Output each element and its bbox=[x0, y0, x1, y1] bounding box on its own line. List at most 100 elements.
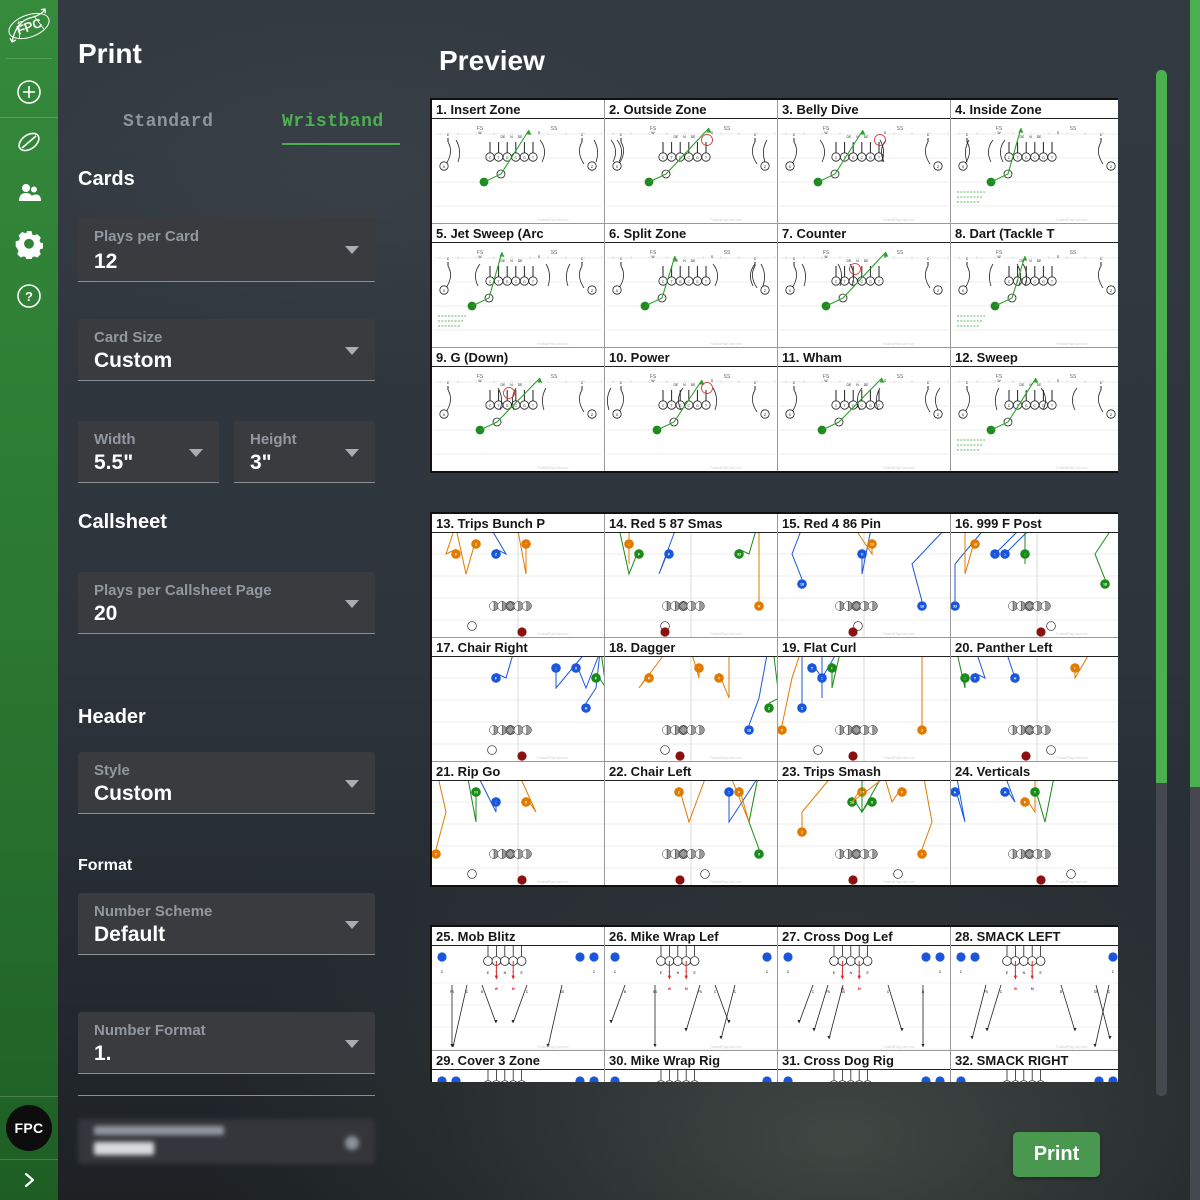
svg-text:25. Mob Blitz: 25. Mob Blitz bbox=[436, 929, 516, 944]
svg-text:N: N bbox=[510, 383, 513, 387]
svg-text:C: C bbox=[1112, 970, 1115, 974]
svg-text:30. Mike Wrap Rig: 30. Mike Wrap Rig bbox=[609, 1053, 720, 1068]
svg-text:G: G bbox=[1025, 404, 1028, 408]
svg-text:C: C bbox=[754, 133, 757, 137]
svg-text:DE: DE bbox=[847, 135, 852, 139]
svg-text:C: C bbox=[662, 280, 665, 284]
svg-text:S: S bbox=[711, 131, 714, 135]
svg-text:DE: DE bbox=[847, 383, 852, 387]
svg-text:SS: SS bbox=[724, 250, 731, 256]
svg-text:E: E bbox=[660, 971, 663, 975]
svg-text:2: 2 bbox=[801, 707, 803, 711]
svg-text:DE: DE bbox=[518, 259, 523, 263]
svg-text:C: C bbox=[860, 280, 863, 284]
svg-text:C: C bbox=[514, 280, 517, 284]
svg-text:SS: SS bbox=[724, 374, 731, 380]
svg-text:N: N bbox=[856, 259, 859, 263]
svg-text:33: 33 bbox=[953, 605, 957, 609]
svg-text:C: C bbox=[860, 156, 863, 160]
svg-text:S: S bbox=[884, 131, 887, 135]
svg-text:14. Red 5 87 Smas: 14. Red 5 87 Smas bbox=[609, 516, 722, 531]
svg-text:8. Dart (Tackle T: 8. Dart (Tackle T bbox=[955, 226, 1055, 241]
svg-text:N: N bbox=[510, 259, 513, 263]
svg-text:FootballPlayCard.com: FootballPlayCard.com bbox=[710, 218, 742, 222]
svg-text:FootballPlayCard.com: FootballPlayCard.com bbox=[1056, 1045, 1088, 1049]
svg-text:DE: DE bbox=[1020, 135, 1025, 139]
svg-text:S: S bbox=[1057, 379, 1060, 383]
svg-text:19. Flat Curl: 19. Flat Curl bbox=[782, 640, 856, 655]
svg-text:G: G bbox=[1042, 156, 1045, 160]
svg-text:3. Belly Dive: 3. Belly Dive bbox=[782, 102, 859, 117]
svg-text:C: C bbox=[793, 257, 796, 261]
svg-text:G: G bbox=[506, 404, 509, 408]
svg-text:28. SMACK LEFT: 28. SMACK LEFT bbox=[955, 929, 1061, 944]
svg-text:FootballPlayCard.com: FootballPlayCard.com bbox=[1056, 632, 1088, 636]
svg-text:SS: SS bbox=[1070, 126, 1077, 132]
svg-text:C: C bbox=[441, 970, 444, 974]
svg-text:FootballPlayCard.com: FootballPlayCard.com bbox=[710, 880, 742, 884]
svg-text:DE: DE bbox=[691, 135, 696, 139]
svg-text:B: B bbox=[481, 990, 483, 994]
svg-text:26. Mike Wrap Lef: 26. Mike Wrap Lef bbox=[609, 929, 719, 944]
svg-text:C: C bbox=[1100, 257, 1103, 261]
svg-text:C: C bbox=[620, 133, 623, 137]
svg-text:N: N bbox=[510, 135, 513, 139]
svg-text:22. Chair Left: 22. Chair Left bbox=[609, 764, 692, 779]
svg-text:18: 18 bbox=[747, 729, 751, 733]
svg-text:SS: SS bbox=[551, 374, 558, 380]
svg-text:C: C bbox=[793, 381, 796, 385]
svg-text:SS: SS bbox=[897, 126, 904, 132]
svg-text:S: S bbox=[884, 379, 887, 383]
svg-text:DE: DE bbox=[518, 135, 523, 139]
svg-text:C: C bbox=[754, 257, 757, 261]
svg-text:H: H bbox=[585, 707, 588, 711]
svg-text:FootballPlayCard.com: FootballPlayCard.com bbox=[883, 880, 915, 884]
svg-text:FootballPlayCard.com: FootballPlayCard.com bbox=[710, 756, 742, 760]
svg-text:G: G bbox=[523, 280, 526, 284]
svg-text:SS: SS bbox=[724, 126, 731, 132]
svg-text:SS: SS bbox=[1094, 990, 1098, 994]
svg-text:SS: SS bbox=[551, 126, 558, 132]
svg-text:G: G bbox=[1025, 156, 1028, 160]
svg-text:DE: DE bbox=[864, 259, 869, 263]
svg-text:N: N bbox=[1029, 259, 1032, 263]
svg-text:FS: FS bbox=[826, 990, 830, 994]
svg-text:5. Jet Sweep (Arc: 5. Jet Sweep (Arc bbox=[436, 226, 544, 241]
svg-text:FootballPlayCard.com: FootballPlayCard.com bbox=[537, 218, 569, 222]
svg-text:SS: SS bbox=[897, 374, 904, 380]
svg-text:B: B bbox=[1060, 990, 1062, 994]
svg-text:B: B bbox=[624, 990, 626, 994]
svg-text:M: M bbox=[1031, 987, 1034, 991]
svg-text:FootballPlayCard.com: FootballPlayCard.com bbox=[710, 1045, 742, 1049]
svg-text:C: C bbox=[1008, 404, 1011, 408]
svg-text:C: C bbox=[960, 970, 963, 974]
svg-text:H: H bbox=[1004, 791, 1007, 795]
svg-text:FootballPlayCard.com: FootballPlayCard.com bbox=[1056, 342, 1088, 346]
svg-text:FootballPlayCard.com: FootballPlayCard.com bbox=[883, 632, 915, 636]
svg-text:C: C bbox=[927, 257, 930, 261]
svg-text:C: C bbox=[927, 133, 930, 137]
svg-text:S: S bbox=[538, 131, 541, 135]
svg-text:FootballPlayCard.com: FootballPlayCard.com bbox=[883, 756, 915, 760]
svg-text:2: 2 bbox=[801, 831, 803, 835]
svg-text:29. Cover 3 Zone: 29. Cover 3 Zone bbox=[436, 1053, 540, 1068]
svg-text:FootballPlayCard.com: FootballPlayCard.com bbox=[537, 1045, 569, 1049]
svg-text:G: G bbox=[696, 156, 699, 160]
svg-text:C: C bbox=[514, 404, 517, 408]
svg-text:DE: DE bbox=[864, 383, 869, 387]
svg-text:15. Red 4 86 Pin: 15. Red 4 86 Pin bbox=[782, 516, 881, 531]
svg-text:N: N bbox=[683, 259, 686, 263]
svg-text:DE: DE bbox=[1037, 259, 1042, 263]
svg-text:H: H bbox=[758, 605, 761, 609]
svg-text:24. Verticals: 24. Verticals bbox=[955, 764, 1030, 779]
svg-text:DE: DE bbox=[1037, 135, 1042, 139]
svg-text:DE: DE bbox=[847, 259, 852, 263]
svg-text:G: G bbox=[696, 404, 699, 408]
svg-text:S: S bbox=[711, 255, 714, 259]
svg-text:FootballPlayCard.com: FootballPlayCard.com bbox=[537, 466, 569, 470]
svg-text:DE: DE bbox=[501, 259, 506, 263]
svg-text:2. Outside Zone: 2. Outside Zone bbox=[609, 102, 707, 117]
svg-text:N: N bbox=[1023, 971, 1026, 975]
svg-text:C: C bbox=[581, 133, 584, 137]
svg-text:DE: DE bbox=[674, 135, 679, 139]
